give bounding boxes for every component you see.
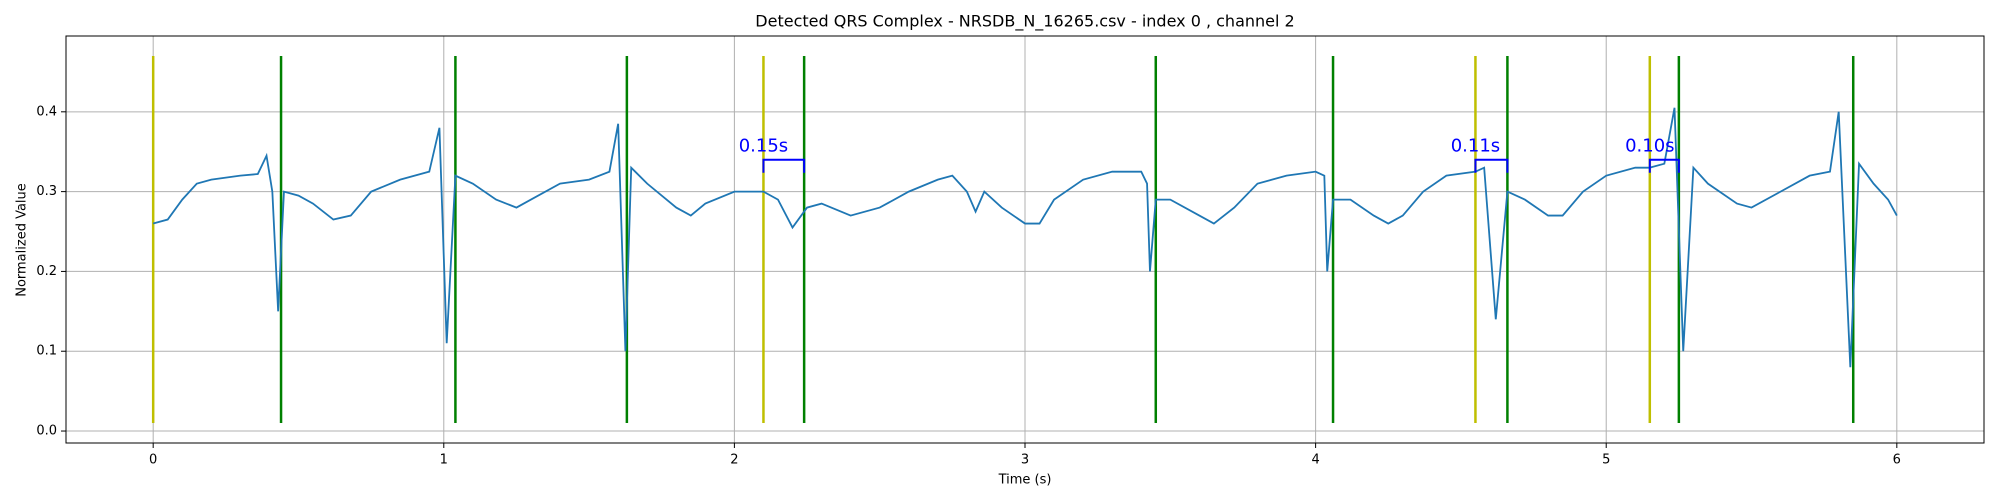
interval-bracket [1474,158,1509,173]
interval-bracket [762,158,806,173]
x-axis-label: Time (s) [998,473,1052,488]
interval-label: 0.15s [739,136,788,157]
x-tick-label: 0 [149,453,157,468]
plot-frame [65,35,1985,444]
x-tick-label: 3 [1021,453,1029,468]
interval-bracket [1648,158,1680,173]
ecg-line [152,107,1898,368]
x-tick-label: 4 [1311,453,1319,468]
y-tick-label: 0.1 [36,344,57,359]
y-axis-label: Normalized Value [15,183,30,297]
y-tick-label: 0.0 [36,424,57,439]
y-tick-label: 0.4 [36,104,57,119]
interval-label: 0.11s [1451,136,1500,157]
x-tick-label: 6 [1893,453,1901,468]
x-tick-label: 1 [440,453,448,468]
x-tick-label: 2 [730,453,738,468]
chart-title: Detected QRS Complex - NRSDB_N_16265.csv… [755,12,1294,32]
interval-label: 0.10s [1625,136,1674,157]
x-tick-label: 5 [1602,453,1610,468]
y-tick-label: 0.3 [36,184,57,199]
y-tick-label: 0.2 [36,264,57,279]
